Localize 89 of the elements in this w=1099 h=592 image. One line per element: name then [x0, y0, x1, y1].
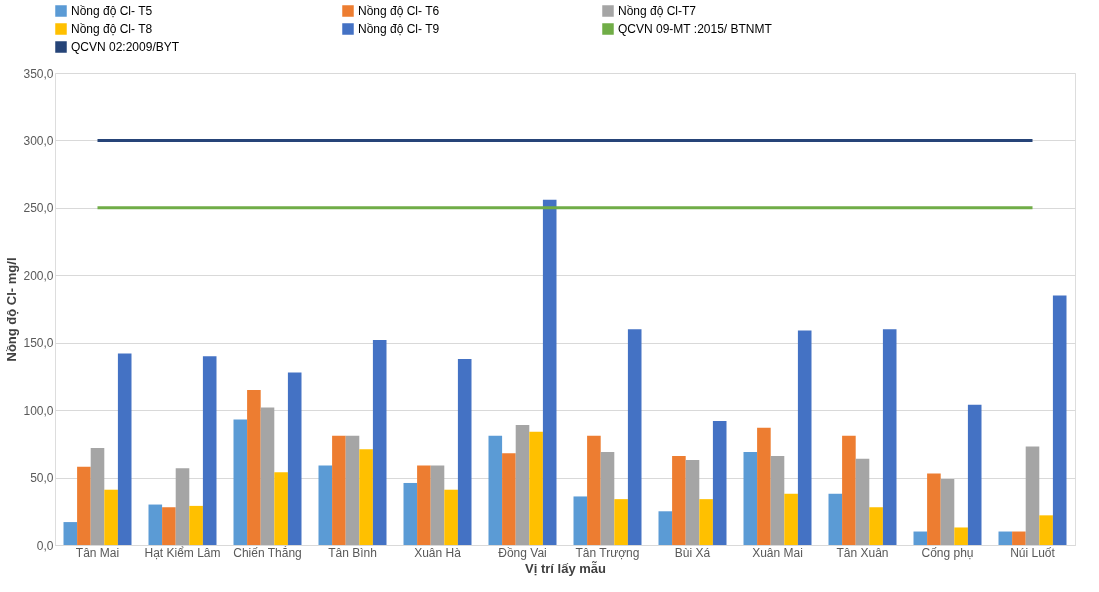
x-tick-label: Tân Bình [328, 545, 377, 560]
bar [587, 435, 601, 545]
bar [247, 389, 261, 545]
bar [784, 493, 798, 545]
bar [600, 451, 615, 545]
bar [927, 473, 941, 545]
bar [882, 329, 897, 545]
y-tick-label: 100,0 [23, 403, 54, 418]
bar [869, 507, 883, 545]
y-tick-label: 300,0 [23, 133, 54, 148]
y-tick-label: 150,0 [23, 336, 54, 351]
legend-label: Nồng độ Cl- T6 [358, 4, 440, 18]
bar [359, 449, 373, 545]
x-tick-label: Cống phụ [921, 545, 974, 560]
bar [913, 531, 928, 545]
x-tick-label: Tân Mai [75, 545, 120, 560]
y-tick-label: 50,0 [30, 471, 54, 486]
legend-label: QCVN 09-MT :2015/ BTNMT [618, 22, 773, 36]
bar [233, 419, 248, 545]
bar [202, 356, 217, 545]
x-tick-label: Đồng Vai [498, 545, 547, 560]
bar [855, 458, 870, 545]
bar [770, 455, 785, 545]
bar [940, 478, 955, 545]
x-tick-label: Tân Trượng [575, 545, 640, 560]
bar [162, 507, 176, 545]
legend-label: Nồng độ Cl- T8 [71, 22, 153, 36]
bar [345, 435, 360, 545]
y-tick-label: 350,0 [23, 66, 54, 81]
bar [627, 329, 642, 545]
bar [658, 511, 673, 545]
bar [1012, 531, 1026, 545]
bar [260, 407, 275, 545]
bar [712, 420, 727, 545]
x-tick-label: Hạt Kiểm Lâm [144, 545, 221, 560]
bar [189, 505, 203, 545]
bar [77, 466, 91, 545]
bar [444, 489, 458, 545]
bar [430, 465, 445, 545]
bar [117, 353, 132, 545]
bar [1052, 295, 1067, 545]
x-tick-label: Chiến Thắng [233, 544, 302, 560]
bar [542, 199, 557, 545]
bar [685, 460, 700, 545]
bar [757, 427, 771, 545]
bar [63, 522, 78, 545]
bar [954, 527, 968, 545]
bar [1039, 515, 1053, 545]
x-tick-label: Tân Xuân [836, 545, 889, 560]
y-tick-label: 0,0 [36, 538, 54, 553]
y-axis-title: Nồng độ Cl- mg/l [4, 257, 20, 362]
bar [967, 404, 982, 545]
bar [743, 451, 758, 545]
bar [104, 489, 118, 545]
legend-label: QCVN 02:2009/BYT [71, 40, 180, 54]
bar [573, 496, 588, 545]
bar [842, 435, 856, 545]
bar [332, 435, 346, 545]
bar [457, 358, 472, 545]
legend-label: Nồng độ Cl- T9 [358, 22, 440, 36]
bar [488, 435, 503, 545]
bar [417, 465, 431, 545]
bar [148, 504, 163, 545]
bar [529, 431, 543, 545]
x-tick-label: Xuân Hà [414, 545, 462, 560]
x-axis-title: Vị trí lấy mẫu [525, 560, 607, 576]
bar [672, 455, 686, 545]
bar [372, 340, 387, 545]
bar [1025, 446, 1040, 545]
legend-label: Nồng độ Cl- T5 [71, 4, 153, 18]
bar [797, 330, 812, 545]
bar [318, 465, 333, 545]
bar [502, 453, 516, 545]
y-tick-label: 250,0 [23, 201, 54, 216]
bar [998, 531, 1013, 545]
bar [287, 372, 302, 545]
bar [828, 493, 843, 545]
x-tick-label: Xuân Mai [752, 545, 803, 560]
bar [515, 424, 530, 545]
bar [614, 499, 628, 545]
bar [403, 482, 418, 545]
bar [699, 499, 713, 545]
bar [90, 447, 105, 545]
x-tick-label: Bùi Xá [674, 545, 711, 560]
y-tick-label: 200,0 [23, 268, 54, 283]
x-tick-label: Núi Luốt [1010, 545, 1056, 560]
legend-label: Nồng độ Cl-T7 [618, 4, 697, 18]
bar [274, 472, 288, 545]
bar [175, 468, 190, 545]
